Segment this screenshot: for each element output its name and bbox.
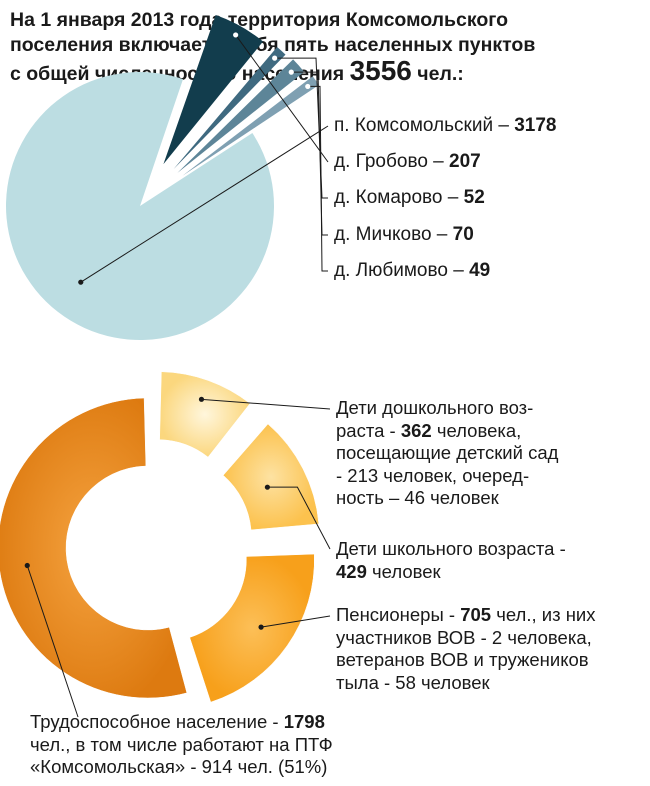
annotation-text: чел., из них (491, 604, 596, 625)
annotation-line: «Комсомольская» - 914 чел. (51%) (30, 756, 328, 777)
pie-slice (173, 46, 286, 170)
annotation-text: раста - (336, 419, 401, 441)
title-line-3-suffix: чел.: (411, 63, 464, 85)
annotation-value: 1798 (283, 711, 325, 732)
annotation-text: Трудоспособное население - (30, 711, 284, 732)
annotation-line: ность – 46 человек (336, 487, 499, 508)
pie-label-name: д. Любимово – (334, 260, 470, 281)
donut-segment (222, 423, 320, 531)
pie-leader-line (235, 34, 329, 163)
donut-leader-lines (24, 396, 331, 718)
pie-label-komsomolsky: п. Комсомольский – 3178 (334, 114, 556, 138)
pie-label-name: д. Мичково – (334, 224, 453, 245)
annotation-text: Пенсионеры - (336, 604, 461, 625)
donut-segment (0, 397, 188, 699)
pie-leader-dot (78, 279, 84, 285)
annotation-line: раста - 362 человека, (336, 420, 558, 443)
population-pie-chart (5, 15, 319, 340)
donut-leader-dot (24, 562, 30, 569)
annotation-preschool: Дети дошкольного воз- раста - 362 челове… (336, 397, 558, 510)
pie-label-value: 52 (463, 187, 485, 208)
pie-label-value: 70 (452, 224, 474, 245)
pie-leader-dot (288, 69, 294, 75)
donut-leader-dot (258, 624, 264, 630)
pie-slice (182, 76, 319, 176)
pie-label-name: д. Комарово – (334, 187, 464, 208)
donut-leader-dot (264, 484, 271, 490)
annotation-pensioners: Пенсионеры - 705 чел., из них участников… (336, 604, 596, 694)
title-line-2: поселения включает в себя пять населенны… (10, 34, 536, 56)
donut-leader-line (267, 486, 331, 550)
total-population: 3556 (349, 55, 412, 86)
annotation-line: Дети дошкольного воз- (336, 397, 534, 418)
pie-label-michkovo: д. Мичково – 70 (334, 223, 474, 247)
annotation-line: Дети школьного возраста - (336, 538, 566, 559)
annotation-line: посещающие детский сад (336, 442, 559, 463)
pie-label-name: п. Комсомольский – (334, 115, 515, 136)
annotation-line: тыла - 58 человек (336, 671, 490, 693)
annotation-school: Дети школьного возраста - 429 человек (336, 538, 566, 583)
annotation-line: Пенсионеры - 705 чел., из них (336, 604, 596, 627)
pie-label-value: 207 (449, 151, 481, 172)
annotation-text: человека, (431, 419, 522, 441)
annotation-line: участников ВОВ - 2 человека, (336, 626, 592, 648)
annotation-line: чел., в том числе работают на ПТФ (30, 733, 333, 755)
pie-leader-line (291, 71, 328, 236)
pie-leader-dot (305, 83, 311, 90)
pie-leader-dot (272, 55, 278, 61)
pie-label-lyubimovo: д. Любимово – 49 (334, 259, 490, 283)
annotation-text: человек (366, 560, 441, 582)
pie-leader-line (307, 85, 328, 272)
donut-segment (159, 371, 251, 458)
pie-label-komarovo: д. Комарово – 52 (334, 186, 485, 210)
donut-leader-dot (198, 396, 205, 402)
demographics-donut-chart (0, 371, 320, 703)
pie-slice (5, 72, 275, 340)
annotation-value: 362 (400, 419, 432, 441)
pie-slice (177, 59, 305, 173)
donut-leader-line (201, 398, 331, 410)
annotation-line: 429 человек (336, 561, 566, 584)
donut-leader-line (26, 565, 79, 718)
pie-leader-line (80, 125, 329, 283)
annotation-line: - 213 человек, очеред- (336, 464, 530, 486)
annotation-working-age: Трудоспособное население - 1798 чел., в … (30, 711, 333, 779)
donut-segment (189, 553, 315, 703)
pie-leader-lines (78, 32, 329, 285)
annotation-value: 705 (460, 604, 492, 625)
annotation-value: 429 (336, 560, 367, 582)
donut-leader-line (261, 615, 331, 628)
pie-leader-dot (233, 32, 239, 38)
pie-slice (163, 15, 264, 165)
pie-label-grobovo: д. Гробово – 207 (334, 150, 481, 174)
pie-label-value: 49 (469, 260, 491, 281)
pie-label-value: 3178 (514, 115, 557, 136)
pie-label-name: д. Гробово – (334, 151, 450, 172)
annotation-line: Трудоспособное население - 1798 (30, 711, 333, 734)
annotation-line: ветеранов ВОВ и тружеников (336, 649, 589, 670)
title-line-1: На 1 января 2013 года территория Комсомо… (10, 9, 509, 31)
